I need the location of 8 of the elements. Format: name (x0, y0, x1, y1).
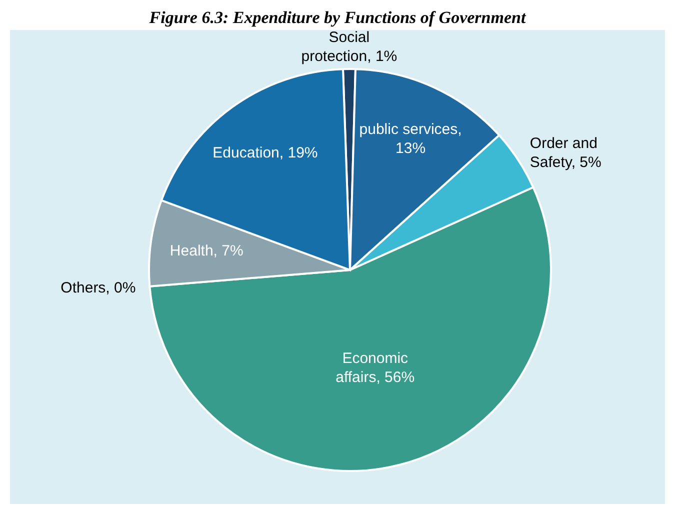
slice-label: Social protection, 1% (301, 29, 398, 65)
category-label: Others, 0% (60, 280, 136, 297)
slice-label: public services, 13% (359, 121, 462, 158)
chart-title: Figure 6.3: Expenditure by Functions of Government (148, 8, 527, 29)
slice-label: Health, 7% (170, 242, 244, 260)
slice-label: Education, 19% (212, 144, 318, 162)
slice-label: Order and Safety, 5% (530, 134, 602, 171)
slice-label: Economic affairs, 56% (336, 350, 415, 386)
